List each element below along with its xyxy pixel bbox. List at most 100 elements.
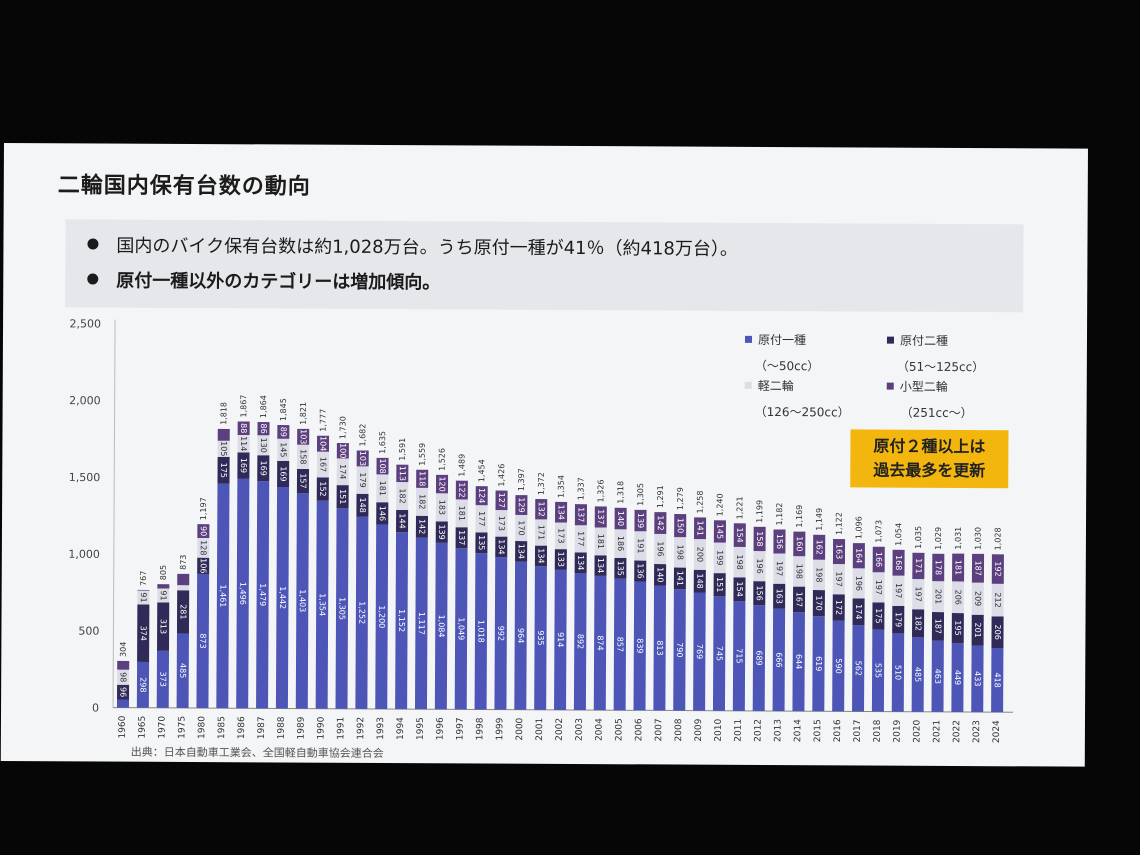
data-label: 745 bbox=[715, 646, 724, 661]
data-label: 170 bbox=[517, 520, 526, 535]
data-label: 134 bbox=[557, 505, 566, 520]
total-label: 1,489 bbox=[457, 454, 466, 477]
bar-segment bbox=[157, 588, 170, 603]
bar-segment bbox=[336, 443, 349, 459]
bar-segment bbox=[316, 451, 329, 478]
bar-segment bbox=[574, 552, 587, 574]
bar-segment bbox=[336, 458, 349, 486]
data-label: 562 bbox=[854, 661, 863, 676]
data-label: 144 bbox=[398, 513, 407, 528]
data-label: 992 bbox=[496, 626, 505, 641]
bar-segment bbox=[892, 575, 905, 606]
data-label: 201 bbox=[973, 622, 982, 637]
data-label: 1,084 bbox=[437, 615, 446, 638]
bar-segment bbox=[316, 477, 329, 501]
data-label: 187 bbox=[933, 619, 942, 634]
legend-sub-c1: （～50cc） bbox=[754, 358, 820, 374]
total-label: 1,526 bbox=[438, 448, 447, 471]
bar-segment bbox=[951, 613, 964, 644]
data-label: 118 bbox=[418, 471, 427, 486]
data-label: 198 bbox=[735, 555, 744, 570]
data-label: 813 bbox=[655, 640, 664, 655]
data-label: 96 bbox=[119, 687, 128, 697]
data-label: 89 bbox=[279, 427, 288, 437]
data-label: 137 bbox=[457, 530, 466, 545]
bar-segment bbox=[832, 620, 845, 712]
bar-segment bbox=[176, 590, 190, 634]
data-label: 148 bbox=[358, 498, 367, 513]
data-label: 485 bbox=[913, 667, 922, 682]
data-label: 196 bbox=[755, 558, 764, 573]
bar-segment bbox=[236, 478, 250, 709]
x-tick-label: 2001 bbox=[535, 718, 545, 741]
bar-segment bbox=[535, 499, 548, 520]
total-label: 1,867 bbox=[239, 395, 248, 418]
data-label: 200 bbox=[695, 547, 704, 562]
x-tick-label: 1985 bbox=[217, 716, 227, 739]
data-label: 186 bbox=[616, 536, 625, 551]
data-label: 142 bbox=[417, 519, 426, 534]
data-label: 1,018 bbox=[476, 620, 485, 643]
data-label: 134 bbox=[576, 555, 585, 570]
bar-segment bbox=[694, 517, 707, 540]
data-label: 197 bbox=[775, 561, 784, 576]
bar-segment bbox=[136, 661, 150, 708]
data-label: 137 bbox=[596, 509, 605, 524]
data-label: 91 bbox=[139, 592, 148, 602]
total-label: 1,122 bbox=[835, 512, 844, 535]
x-tick-label: 2016 bbox=[833, 719, 843, 742]
x-tick-label: 2009 bbox=[694, 718, 704, 741]
x-tick-label: 1986 bbox=[237, 716, 247, 739]
x-tick-label: 1960 bbox=[118, 715, 128, 738]
data-label: 156 bbox=[775, 534, 784, 549]
data-label: 187 bbox=[973, 561, 982, 576]
total-label: 1,821 bbox=[299, 402, 308, 425]
bar-segment bbox=[176, 633, 189, 708]
total-label: 1,073 bbox=[874, 520, 883, 543]
x-tick-label: 2006 bbox=[634, 718, 644, 741]
bar-segment bbox=[237, 452, 250, 479]
bar-segment bbox=[257, 435, 270, 456]
bar-segment bbox=[892, 549, 905, 576]
data-label: 150 bbox=[676, 518, 685, 533]
data-label: 163 bbox=[834, 544, 843, 559]
bar-segment bbox=[316, 435, 330, 452]
data-label: 105 bbox=[219, 441, 228, 456]
x-tick-label: 2014 bbox=[793, 719, 803, 742]
total-label: 1,318 bbox=[616, 481, 625, 504]
data-label: 103 bbox=[358, 451, 367, 466]
bar-segment bbox=[356, 466, 369, 494]
data-label: 124 bbox=[477, 488, 486, 503]
total-label: 1,029 bbox=[934, 527, 943, 550]
bar-segment bbox=[654, 564, 667, 586]
bar-segment bbox=[912, 609, 925, 638]
data-label: 183 bbox=[437, 500, 446, 515]
bar-segment bbox=[872, 602, 885, 630]
bar-segment bbox=[931, 640, 944, 712]
y-tick-label: 500 bbox=[78, 625, 99, 638]
data-label: 154 bbox=[735, 582, 744, 597]
x-tick-label: 2020 bbox=[912, 719, 922, 742]
bar-segment bbox=[971, 614, 984, 646]
data-label: 298 bbox=[138, 677, 147, 692]
data-label: 666 bbox=[774, 652, 783, 667]
callout-line-2: 過去最多を更新 bbox=[873, 460, 986, 481]
data-label: 171 bbox=[914, 558, 923, 573]
source-note: 出典：日本自動車工業会、全国軽自動車協会連合会 bbox=[130, 745, 384, 760]
legend-item-c2: 原付二種 bbox=[886, 332, 948, 349]
bar-segment bbox=[674, 514, 687, 538]
legend-label-c4: 小型二輪 bbox=[899, 379, 948, 394]
bar-segment bbox=[673, 537, 687, 568]
bar-segment bbox=[891, 633, 905, 712]
data-label: 195 bbox=[953, 620, 962, 635]
data-label: 177 bbox=[576, 531, 585, 546]
x-tick-label: 2022 bbox=[952, 720, 962, 743]
bar-segment bbox=[177, 585, 190, 591]
bar-segment bbox=[971, 553, 985, 583]
total-label: 1,591 bbox=[398, 438, 407, 461]
bar-segment bbox=[157, 584, 170, 589]
bar-segment bbox=[951, 643, 964, 713]
bar-segment bbox=[515, 495, 528, 515]
data-label: 1,354 bbox=[318, 593, 327, 616]
data-label: 590 bbox=[834, 658, 843, 673]
